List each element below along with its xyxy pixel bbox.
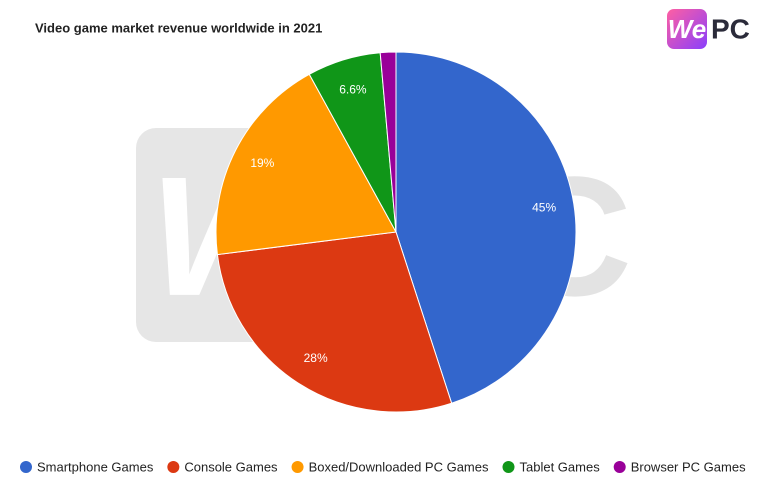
data-label: 28%: [304, 351, 328, 365]
legend-marker: [167, 461, 180, 473]
legend-marker: [20, 461, 32, 473]
chart-title: Video game market revenue worldwide in 2…: [35, 20, 322, 35]
logo-pc: PC: [711, 13, 750, 44]
legend-label: Tablet Games: [520, 459, 601, 474]
pie-slice: [216, 231, 453, 413]
legend-label: Smartphone Games: [37, 459, 154, 474]
data-label: 6.6%: [339, 83, 367, 97]
pie-slice: [379, 51, 397, 233]
pie-slice: [395, 51, 577, 404]
legend-label: Browser PC Games: [631, 459, 746, 474]
legend-marker: [291, 461, 304, 473]
legend-label: Boxed/Downloaded PC Games: [309, 459, 489, 474]
legend-marker: [502, 461, 515, 473]
logo-box: [667, 9, 707, 49]
logo-we: We: [668, 14, 707, 44]
data-label: 45%: [532, 201, 556, 215]
data-label: 19%: [250, 156, 274, 170]
legend-marker: [613, 461, 626, 473]
legend: Smartphone Games Console Games Boxed/Downl…: [20, 459, 746, 474]
legend-label: Console Games: [184, 459, 278, 474]
pie: 45% 28% 19% 6.6%: [215, 51, 577, 413]
pie-slice: [215, 73, 397, 256]
